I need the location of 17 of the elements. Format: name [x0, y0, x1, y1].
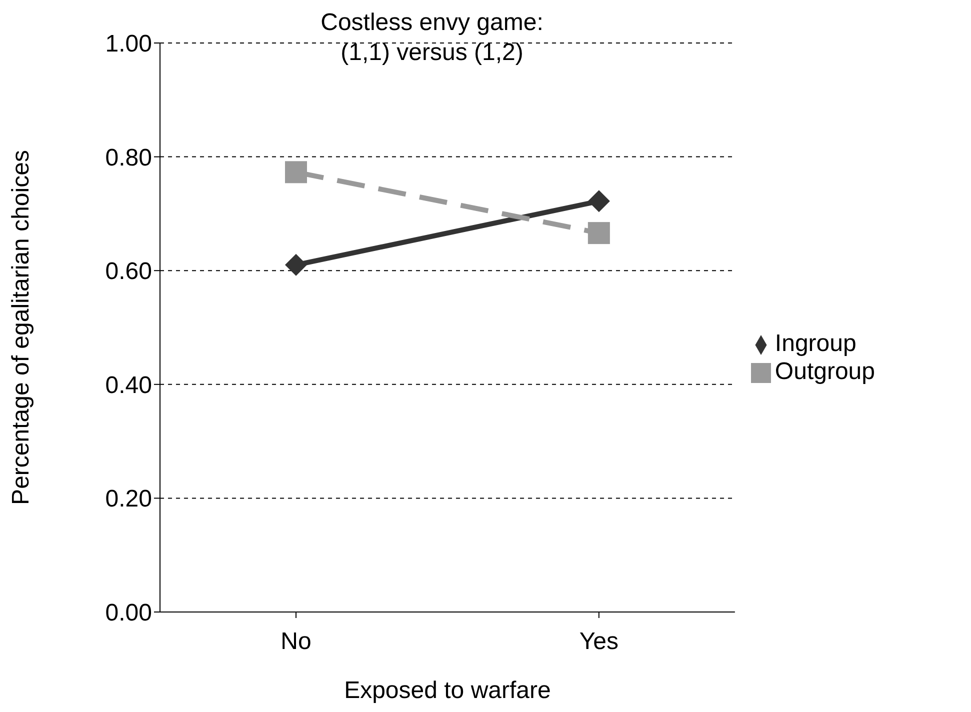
x-tick-label: Yes [579, 628, 618, 656]
legend-label: Outgroup [774, 358, 875, 385]
point [285, 161, 307, 184]
legend-label: Ingroup [774, 330, 856, 357]
y-tick-label: 0.20 [105, 486, 152, 513]
x-axis-title: Exposed to warfare [344, 677, 551, 704]
y-tick-label: 1.00 [105, 30, 152, 58]
point [588, 190, 610, 212]
y-tick-label: 0.80 [105, 144, 152, 172]
x-tick-label: No [280, 628, 312, 656]
chart-title: Costless envy game: (1,1) versus (1,2) [320, 8, 544, 68]
point [588, 222, 610, 244]
point [285, 254, 307, 276]
y-tick-label: 0.00 [105, 600, 152, 627]
y-axis-title: Percentage of egalitarian choices [8, 150, 35, 505]
y-tick-label: 0.60 [105, 258, 152, 286]
y-tick-label: 0.40 [105, 372, 152, 399]
